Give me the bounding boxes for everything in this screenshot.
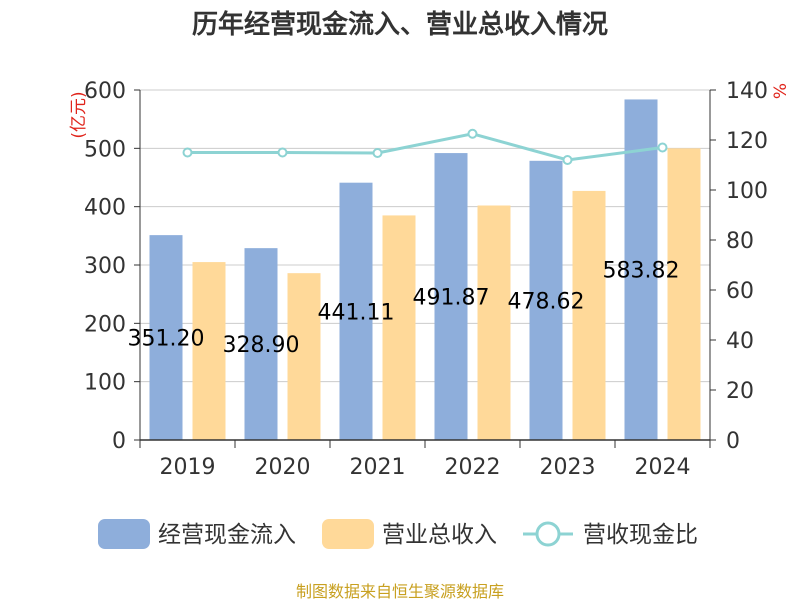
legend-label: 营收现金比 [583, 522, 698, 548]
ratio-point[interactable] [372, 148, 383, 158]
left-tick-label: 0 [112, 429, 126, 454]
left-tick-label: 200 [84, 312, 126, 337]
chart-title: 历年经营现金流入、营业总收入情况 [191, 10, 608, 40]
cash-inflow-bar[interactable] [624, 99, 658, 441]
right-tick-label: 20 [726, 379, 754, 404]
cash-inflow-value-label: 491.87 [413, 286, 490, 311]
legend-swatch [98, 519, 150, 549]
left-axis-unit: (亿元) [69, 91, 89, 138]
ratio-line-series [182, 128, 668, 165]
cash-inflow-value-label: 441.11 [318, 300, 395, 325]
legend-swatch-marker [535, 521, 561, 547]
legend-swatch [322, 519, 374, 549]
right-tick-label: 100 [726, 179, 768, 204]
right-tick-label: 60 [726, 279, 754, 304]
right-tick-label: 80 [726, 229, 754, 254]
ratio-point[interactable] [657, 142, 668, 153]
grid-lines [140, 89, 710, 383]
legend-item-cash-inflow[interactable]: 经营现金流入 [98, 519, 296, 549]
cash-inflow-bar[interactable] [244, 248, 278, 440]
left-tick-label: 300 [84, 254, 126, 279]
cash-inflow-value-label: 583.82 [603, 259, 680, 284]
left-tick-label: 100 [84, 371, 126, 396]
legend[interactable]: 经营现金流入 营业总收入 营收现金比 [98, 519, 698, 549]
right-tick-label: 40 [726, 329, 754, 354]
x-tick-label: 2024 [635, 455, 691, 480]
cash-inflow-bar[interactable] [149, 235, 183, 440]
revenue-bar[interactable] [382, 215, 416, 440]
revenue-bar[interactable] [287, 273, 321, 440]
legend-item-ratio[interactable]: 营收现金比 [523, 521, 698, 548]
ratio-line [187, 132, 663, 162]
ratio-point[interactable] [467, 128, 478, 139]
axes: 0 100 200 300 400 500 600 0 20 40 60 80 100 120 140 (亿元… [69, 79, 791, 480]
right-tick-label: 140 [726, 79, 768, 104]
ratio-point[interactable] [277, 147, 288, 158]
cash-inflow-value-label: 328.90 [223, 333, 300, 358]
right-axis-unit: % [771, 83, 791, 99]
revenue-bar[interactable] [572, 190, 606, 440]
ratio-point[interactable] [182, 147, 193, 158]
legend-label: 经营现金流入 [158, 522, 296, 548]
cash-inflow-value-label: 351.20 [128, 327, 205, 352]
x-tick-label: 2023 [540, 455, 596, 480]
x-tick-label: 2022 [445, 455, 501, 480]
cash-inflow-value-label: 478.62 [508, 289, 585, 314]
source-note: 制图数据来自恒生聚源数据库 [295, 582, 504, 601]
revenue-bar[interactable] [192, 262, 226, 440]
ratio-point[interactable] [562, 155, 573, 165]
right-tick-label: 120 [726, 129, 768, 154]
legend-label: 营业总收入 [382, 522, 497, 548]
legend-item-revenue[interactable]: 营业总收入 [322, 519, 497, 549]
left-tick-label: 500 [84, 137, 126, 162]
revenue-bar[interactable] [667, 148, 701, 441]
data-labels: 351.20 328.90 441.11 491.87 478.62 583.82 [128, 259, 680, 358]
left-tick-label: 400 [84, 196, 126, 221]
bar-series [149, 99, 701, 441]
right-tick-label: 0 [726, 429, 740, 454]
x-tick-label: 2020 [255, 455, 311, 480]
revenue-bar[interactable] [477, 205, 511, 441]
cash-inflow-bar[interactable] [529, 160, 563, 440]
x-tick-label: 2019 [160, 455, 216, 480]
x-tick-label: 2021 [350, 455, 406, 480]
cash-inflow-bar[interactable] [339, 182, 373, 440]
cash-inflow-bar[interactable] [434, 153, 468, 440]
left-tick-label: 600 [84, 79, 126, 104]
